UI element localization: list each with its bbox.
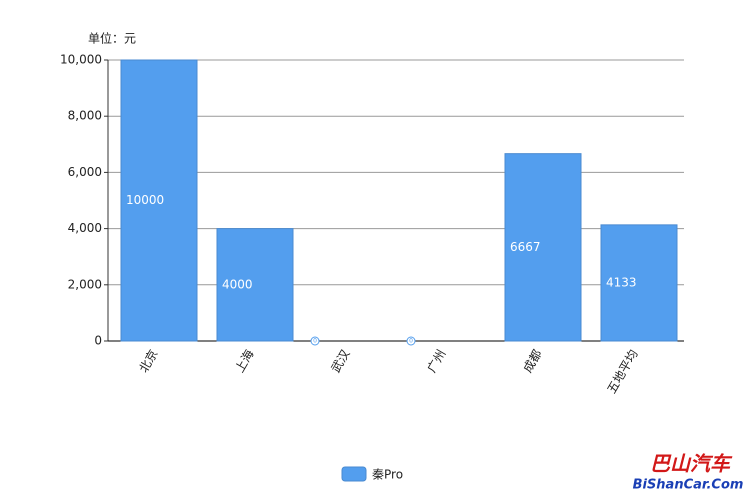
- y-tick-label: 2,000: [68, 277, 102, 291]
- bar: [120, 59, 198, 342]
- x-tick-label: 五地平均: [604, 347, 640, 396]
- x-tick-label: 上海: [232, 347, 257, 375]
- x-tick-label: 成都: [520, 347, 544, 375]
- legend-label: 秦Pro: [372, 468, 403, 482]
- watermark-name: 巴山汽车: [650, 452, 733, 476]
- x-tick-label: 武汉: [328, 347, 352, 375]
- y-tick-label: 8,000: [68, 109, 102, 123]
- zero-marker: [406, 336, 416, 346]
- y-tick-label: 6,000: [68, 165, 102, 179]
- watermark-site: BiShanCar.Com: [633, 478, 744, 493]
- x-tick-label: 北京: [136, 347, 160, 375]
- data-label: 0: [409, 338, 413, 345]
- y-tick-label: 10,000: [60, 53, 102, 67]
- data-label: 4133: [606, 275, 637, 289]
- data-label: 0: [313, 338, 317, 345]
- data-label: 10000: [126, 193, 164, 207]
- y-tick-label: 0: [94, 334, 102, 348]
- zero-marker: [310, 336, 320, 346]
- legend-swatch: [341, 466, 367, 482]
- y-tick-label: 4,000: [68, 221, 102, 235]
- y-axis-label: 单位：元: [88, 31, 136, 46]
- bar: [600, 224, 678, 342]
- data-label: 6667: [510, 240, 541, 254]
- bar: [504, 153, 582, 342]
- bar: [216, 228, 294, 342]
- x-tick-label: 广州: [424, 347, 448, 375]
- data-label: 4000: [222, 277, 253, 291]
